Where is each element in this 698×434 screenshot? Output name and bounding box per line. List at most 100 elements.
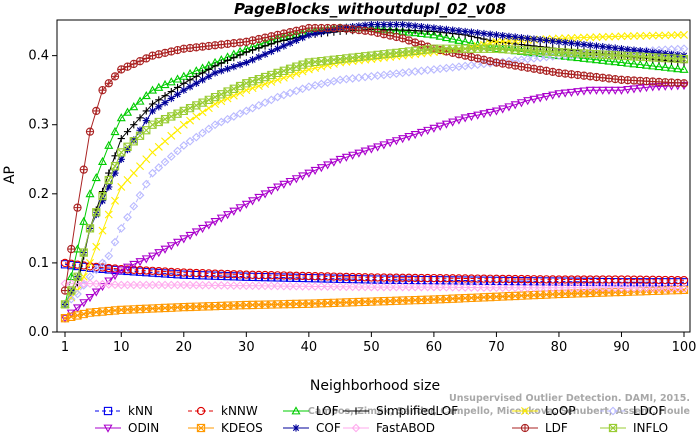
data-point xyxy=(210,269,220,278)
data-point xyxy=(361,21,369,29)
data-point xyxy=(454,274,464,283)
data-point xyxy=(60,300,70,309)
data-point xyxy=(404,133,414,142)
series-inflo xyxy=(60,44,689,309)
data-point xyxy=(98,258,107,268)
data-point xyxy=(180,86,188,94)
data-point xyxy=(448,118,458,127)
data-point xyxy=(98,197,107,205)
data-point xyxy=(630,46,638,54)
plot-area xyxy=(56,19,691,333)
data-point xyxy=(655,49,663,57)
data-point xyxy=(129,265,138,274)
data-point xyxy=(617,275,626,284)
data-point xyxy=(548,91,558,100)
data-point xyxy=(85,127,95,136)
data-point xyxy=(530,35,538,43)
data-point xyxy=(560,89,570,98)
legend-label: KDEOS xyxy=(221,421,263,434)
data-point xyxy=(499,32,507,40)
data-point xyxy=(636,31,645,40)
legend-marker xyxy=(351,423,361,433)
data-point xyxy=(524,41,532,49)
data-point xyxy=(148,252,158,261)
data-point xyxy=(173,268,182,277)
legend-label: kNN xyxy=(128,404,153,418)
data-point xyxy=(392,273,401,282)
data-point xyxy=(166,242,176,251)
data-point xyxy=(129,260,139,270)
data-point xyxy=(641,60,652,69)
data-point xyxy=(86,258,94,267)
data-point xyxy=(129,169,138,178)
data-point xyxy=(623,32,632,41)
data-point xyxy=(210,120,220,130)
data-point xyxy=(623,283,633,293)
data-point xyxy=(386,20,394,29)
data-point xyxy=(679,64,689,73)
data-point xyxy=(467,283,476,292)
data-point xyxy=(466,113,476,122)
data-point xyxy=(579,283,589,293)
data-point xyxy=(67,259,76,268)
data-point xyxy=(217,67,225,75)
data-point xyxy=(198,108,207,117)
data-point xyxy=(660,62,670,71)
data-point xyxy=(216,281,226,290)
data-point xyxy=(248,197,258,206)
data-point xyxy=(448,34,458,43)
data-point xyxy=(104,175,113,185)
data-point xyxy=(236,61,244,69)
data-point xyxy=(573,283,583,293)
data-point xyxy=(373,273,382,282)
data-point xyxy=(104,251,114,261)
x-tick-label: 1 xyxy=(61,340,69,355)
legend-marker xyxy=(292,424,300,432)
data-point xyxy=(166,77,176,86)
data-point xyxy=(180,79,188,87)
x-tick-label: 70 xyxy=(488,340,505,355)
data-point xyxy=(67,244,76,254)
data-point xyxy=(173,83,182,92)
data-point xyxy=(304,282,314,291)
data-point xyxy=(273,183,283,192)
data-point xyxy=(104,79,113,88)
data-point xyxy=(529,283,539,293)
data-point xyxy=(192,268,201,278)
data-point xyxy=(504,274,514,284)
data-point xyxy=(654,283,664,293)
data-point xyxy=(73,272,82,281)
data-point xyxy=(160,79,170,89)
data-point xyxy=(511,274,520,284)
data-point xyxy=(254,270,263,280)
data-point xyxy=(273,45,282,53)
data-point xyxy=(298,84,307,94)
data-point xyxy=(636,47,644,55)
series-cof xyxy=(61,20,688,308)
data-point xyxy=(79,216,89,225)
data-point xyxy=(486,30,494,38)
series-lof xyxy=(60,23,689,308)
data-point xyxy=(335,282,345,292)
data-point xyxy=(517,274,526,284)
x-tick-label: 60 xyxy=(426,340,443,355)
y-axis-title: AP xyxy=(2,166,18,184)
data-point xyxy=(679,276,689,285)
data-point xyxy=(173,90,182,98)
data-point xyxy=(554,283,564,293)
data-point xyxy=(235,204,245,213)
data-point xyxy=(492,274,501,283)
data-point xyxy=(216,117,226,127)
data-point xyxy=(642,275,651,284)
data-point xyxy=(186,116,195,125)
data-point xyxy=(91,279,101,289)
data-point xyxy=(530,42,538,50)
data-point xyxy=(254,281,264,291)
legend-marker xyxy=(520,423,530,433)
data-point xyxy=(267,271,276,280)
data-point xyxy=(623,86,633,95)
data-point xyxy=(273,92,282,102)
data-point xyxy=(148,100,157,108)
data-point xyxy=(285,281,295,291)
data-point xyxy=(567,283,576,293)
